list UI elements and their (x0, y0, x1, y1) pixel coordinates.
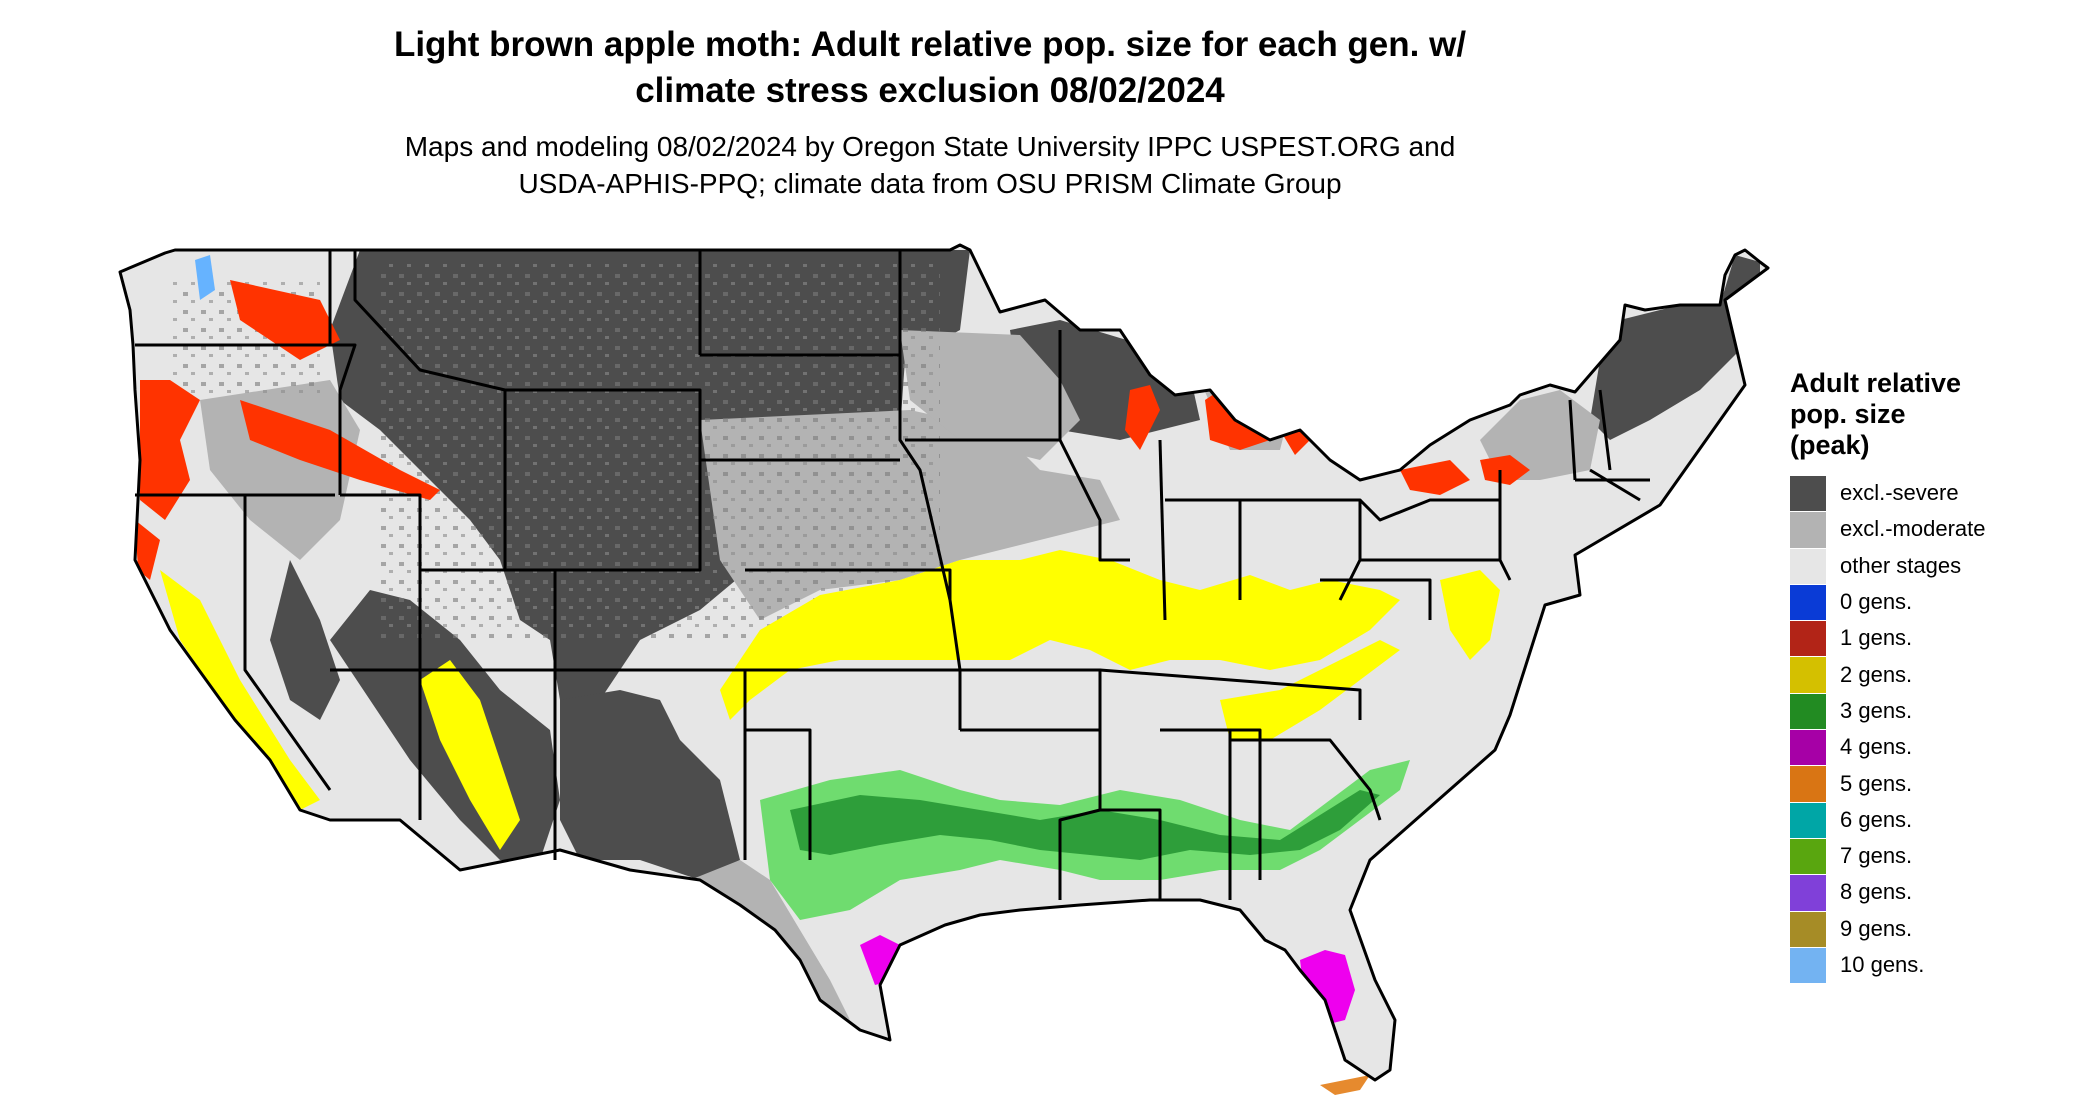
legend-title: Adult relative pop. size (peak) (1790, 368, 2090, 461)
legend-label: 5 gens. (1840, 770, 1913, 796)
legend-title-line-2: pop. size (1790, 399, 1906, 429)
legend-swatch (1790, 729, 1826, 766)
zone-fourgen-florida (1300, 950, 1355, 1025)
zone-onegen-ca (135, 520, 160, 580)
legend-item: other stages (1790, 547, 2090, 584)
legend-label: 4 gens. (1840, 734, 1913, 760)
legend-label: 1 gens. (1840, 625, 1913, 651)
zone-zerogen-wa (195, 255, 215, 300)
legend-label: 7 gens. (1840, 843, 1913, 869)
zone-severe-nm-south (560, 690, 740, 880)
legend-item: excl.-severe (1790, 475, 2090, 512)
legend-item: 8 gens. (1790, 874, 2090, 911)
legend-item: 10 gens. (1790, 946, 2090, 984)
legend-label: 2 gens. (1840, 661, 1913, 687)
zone-twogen-md (1440, 570, 1500, 660)
legend-swatch (1790, 946, 1826, 984)
legend-item: 7 gens. (1790, 837, 2090, 875)
legend-items: excl.-severe excl.-moderate other stages 0 … (1790, 475, 2090, 984)
legend: Adult relative pop. size (peak) excl.-se… (1790, 368, 2090, 984)
title-line-1: Light brown apple moth: Adult relative p… (393, 25, 1467, 64)
legend-label: other stages (1840, 552, 1962, 578)
legend-label: 9 gens. (1840, 915, 1913, 941)
zone-fivegen-keys (1320, 1075, 1370, 1095)
subtitle-line-1: Maps and modeling 08/02/2024 by Oregon S… (404, 131, 1456, 162)
legend-swatch (1790, 692, 1826, 730)
zone-moderate-midwest (900, 330, 1080, 460)
legend-item: excl.-moderate (1790, 511, 2090, 548)
zone-twogen-ca (160, 570, 320, 810)
title-line-2: climate stress exclusion 08/02/2024 (635, 71, 1225, 110)
legend-swatch (1790, 837, 1826, 875)
legend-swatch (1790, 801, 1826, 838)
zone-onegen-mi (1205, 380, 1270, 450)
zone-threegen-core (790, 790, 1380, 860)
legend-swatch (1790, 475, 1826, 512)
legend-item: 9 gens. (1790, 910, 2090, 947)
zone-twogen-appalachia (1220, 640, 1400, 740)
legend-swatch (1790, 620, 1826, 657)
legend-label: 8 gens. (1840, 879, 1913, 905)
legend-label: excl.-severe (1840, 480, 1959, 506)
zone-onegen-ny2 (1480, 455, 1530, 485)
legend-item: 0 gens. (1790, 583, 2090, 621)
legend-title-line-3: (peak) (1790, 430, 1870, 460)
map-zones (135, 250, 1760, 1025)
legend-label: 10 gens. (1840, 952, 1925, 977)
legend-swatch (1790, 583, 1826, 621)
legend-label: 6 gens. (1840, 806, 1913, 832)
map-title: Light brown apple moth: Adult relative p… (230, 22, 1630, 114)
legend-item: 2 gens. (1790, 656, 2090, 693)
zone-moderate-west (200, 380, 360, 560)
legend-swatch (1790, 765, 1826, 802)
map-subtitle: Maps and modeling 08/02/2024 by Oregon S… (230, 128, 1630, 202)
zone-severe-nevada (270, 560, 340, 720)
zone-twogen-az (420, 660, 520, 850)
legend-item: 5 gens. (1790, 765, 2090, 802)
legend-item: 6 gens. (1790, 801, 2090, 838)
zone-severe-northeast (1590, 255, 1760, 440)
legend-swatch (1790, 910, 1826, 947)
legend-item: 4 gens. (1790, 729, 2090, 766)
zone-onegen-pnw (140, 380, 200, 520)
legend-title-line-1: Adult relative (1790, 368, 1962, 398)
legend-label: 0 gens. (1840, 589, 1913, 615)
legend-swatch (1790, 511, 1826, 548)
legend-swatch (1790, 656, 1826, 693)
zone-onegen-ny (1400, 460, 1470, 495)
legend-label: 3 gens. (1840, 697, 1913, 723)
legend-item: 1 gens. (1790, 620, 2090, 657)
legend-label: excl.-moderate (1840, 516, 1986, 542)
zone-onegen-idaho (230, 280, 340, 360)
zone-onegen-wi (1125, 385, 1160, 450)
legend-swatch (1790, 547, 1826, 584)
state-borders (118, 243, 1770, 1082)
legend-item: 3 gens. (1790, 692, 2090, 730)
legend-swatch (1790, 874, 1826, 911)
subtitle-line-2: USDA-APHIS-PPQ; climate data from OSU PR… (518, 168, 1342, 199)
zone-twogen-belt (720, 550, 1400, 720)
